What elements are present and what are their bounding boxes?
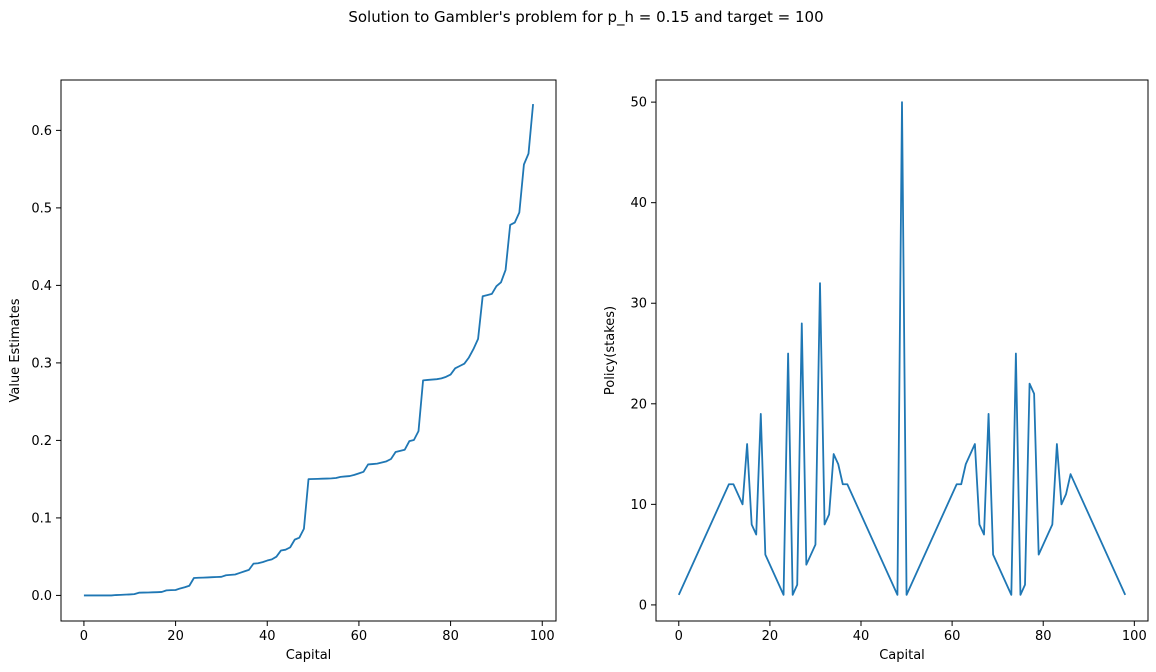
value-y-tick-label: 0.4 (31, 279, 52, 294)
policy-y-tick-label: 50 (630, 96, 647, 111)
value-x-tick-label: 100 (530, 629, 555, 644)
value-y-tick-label: 0.3 (31, 356, 52, 371)
value-y-tick-label: 0.1 (31, 511, 52, 526)
policy-x-tick-label: 100 (1122, 629, 1147, 644)
value-estimates-chart: 0 20 40 60 80 100 0.0 0.1 0.2 0.3 0.4 0.5 0.6 Capital… (8, 79, 557, 663)
value-y-tick-label: 0.6 (31, 124, 52, 139)
policy-x-tick-label: 40 (853, 629, 870, 644)
figure-title: Solution to Gambler's problem for p_h = … (348, 8, 823, 27)
value-x-tick-label: 0 (80, 629, 88, 644)
value-y-axis-label: Value Estimates (8, 298, 23, 402)
value-x-tick-label: 40 (259, 629, 276, 644)
policy-x-tick-label: 20 (762, 629, 779, 644)
value-x-tick-label: 60 (351, 629, 368, 644)
value-series-line (83, 103, 534, 597)
policy-y-tick-label: 40 (630, 196, 647, 211)
policy-y-tick-label: 10 (630, 498, 647, 513)
policy-series-line (677, 101, 1127, 596)
policy-stakes-chart: 0 20 40 60 80 100 0 10 20 30 40 50 Capital Policy(sta… (603, 79, 1149, 663)
policy-x-tick-label: 60 (944, 629, 961, 644)
policy-x-axis-label: Capital (879, 648, 925, 663)
policy-y-tick-label: 20 (630, 397, 647, 412)
value-axes-frame (60, 79, 557, 622)
policy-x-tick-label: 0 (675, 629, 683, 644)
value-x-tick-label: 80 (442, 629, 459, 644)
policy-x-tick-label: 80 (1035, 629, 1052, 644)
value-x-tick-label: 20 (167, 629, 184, 644)
value-y-tick-label: 0.5 (31, 201, 52, 216)
policy-axes-frame (655, 79, 1149, 622)
value-x-axis-label: Capital (286, 648, 332, 663)
policy-y-tick-label: 30 (630, 297, 647, 312)
policy-y-tick-label: 0 (639, 598, 647, 613)
policy-y-axis-label: Policy(stakes) (603, 306, 618, 395)
value-y-tick-label: 0.2 (31, 434, 52, 449)
value-y-tick-label: 0.0 (31, 589, 52, 604)
